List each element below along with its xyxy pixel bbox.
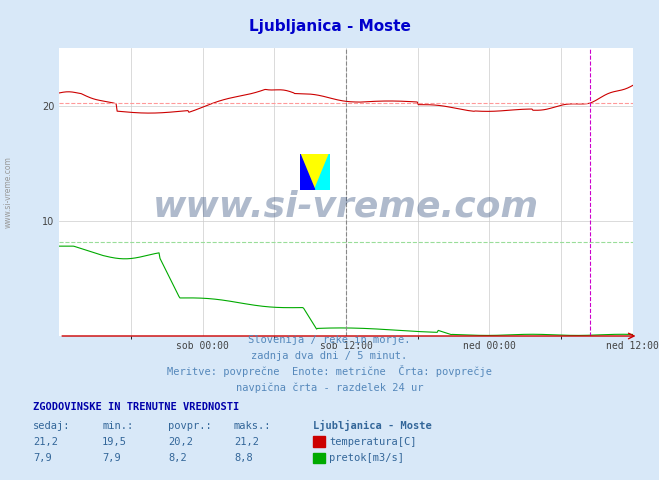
Text: www.si-vreme.com: www.si-vreme.com [153,190,539,223]
Text: povpr.:: povpr.: [168,420,212,431]
Text: 8,8: 8,8 [234,453,252,463]
Text: 21,2: 21,2 [234,437,259,447]
Text: 7,9: 7,9 [102,453,121,463]
Text: ZGODOVINSKE IN TRENUTNE VREDNOSTI: ZGODOVINSKE IN TRENUTNE VREDNOSTI [33,402,239,412]
Text: zadnja dva dni / 5 minut.: zadnja dva dni / 5 minut. [251,351,408,361]
Text: Ljubljanica - Moste: Ljubljanica - Moste [248,19,411,34]
Text: Meritve: povprečne  Enote: metrične  Črta: povprečje: Meritve: povprečne Enote: metrične Črta:… [167,365,492,377]
Text: maks.:: maks.: [234,420,272,431]
Text: 7,9: 7,9 [33,453,51,463]
Text: 19,5: 19,5 [102,437,127,447]
Bar [313,436,325,447]
Text: www.si-vreme.com: www.si-vreme.com [3,156,13,228]
Text: 21,2: 21,2 [33,437,58,447]
Text: navpična črta - razdelek 24 ur: navpična črta - razdelek 24 ur [236,382,423,393]
Text: 8,2: 8,2 [168,453,186,463]
Polygon shape [300,154,315,190]
Polygon shape [300,154,330,190]
Text: min.:: min.: [102,420,133,431]
Text: Slovenija / reke in morje.: Slovenija / reke in morje. [248,335,411,345]
Text: 20,2: 20,2 [168,437,193,447]
Text: Ljubljanica - Moste: Ljubljanica - Moste [313,420,432,431]
Polygon shape [315,154,330,190]
Text: temperatura[C]: temperatura[C] [330,437,417,447]
Text: pretok[m3/s]: pretok[m3/s] [330,453,405,463]
Bar [313,453,325,463]
Text: sedaj:: sedaj: [33,420,71,431]
